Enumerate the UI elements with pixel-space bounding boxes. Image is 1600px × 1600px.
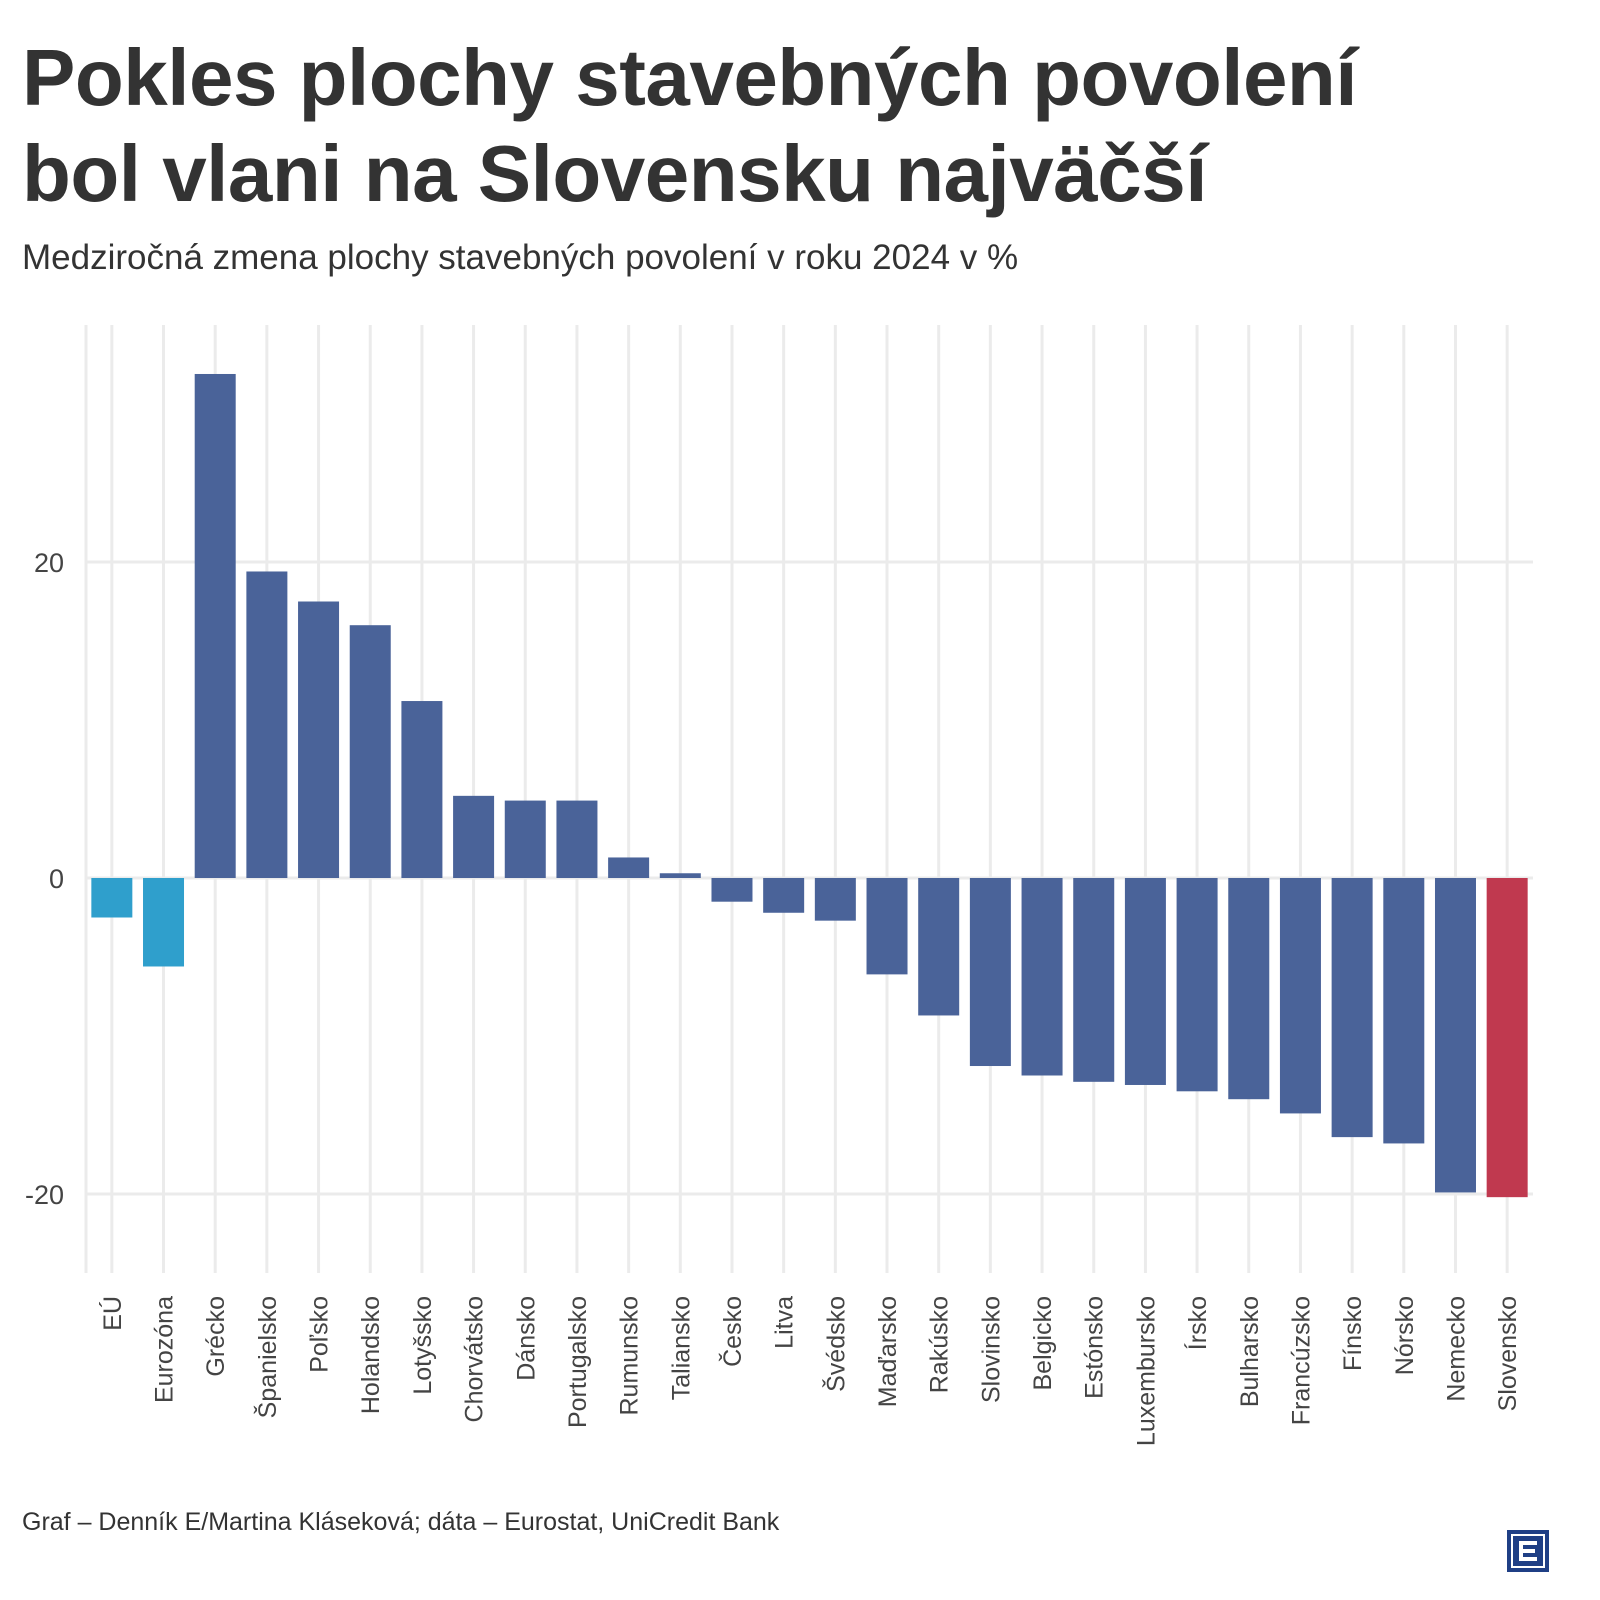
- bar-Eurozóna: [143, 878, 185, 967]
- bar-Španielsko: [246, 571, 288, 878]
- bar-Slovinsko: [969, 878, 1011, 1067]
- x-tick-label: Grécko: [202, 1296, 230, 1377]
- chart-title: Pokles plochy stavebných povolení bol vl…: [22, 30, 1358, 222]
- bar-Grécko: [194, 373, 236, 878]
- x-tick-label: Nórsko: [1391, 1296, 1419, 1375]
- y-tick-label: 0: [49, 864, 64, 894]
- bar-Chorvátsko: [453, 795, 495, 878]
- x-tick-label: Holandsko: [357, 1296, 385, 1414]
- x-tick-label: Portugalsko: [564, 1296, 592, 1428]
- bar-Rakúsko: [918, 878, 960, 1016]
- x-tick-label: Poľsko: [306, 1296, 334, 1373]
- bar-Maďarsko: [866, 878, 908, 975]
- bar-Lotyšsko: [401, 701, 443, 878]
- x-tick-label: Chorvátsko: [461, 1296, 489, 1422]
- bar-Francúzsko: [1279, 878, 1321, 1114]
- bar-Holandsko: [349, 625, 391, 878]
- bar-Luxembursko: [1124, 878, 1166, 1085]
- x-tick-label: Belgicko: [1029, 1296, 1057, 1391]
- x-tick-label: EÚ: [98, 1296, 127, 1331]
- y-tick-label: 20: [34, 548, 64, 578]
- x-tick-label: Taliansko: [667, 1296, 695, 1400]
- bar-chart: -20 0 20 EÚ Eurozóna Grécko Španielsko Poľsko Ho…: [25, 325, 1533, 1446]
- bar-Nórsko: [1383, 878, 1425, 1144]
- title-line-2: bol vlani na Slovensku najväčší: [22, 129, 1207, 218]
- x-tick-label: Rumunsko: [616, 1296, 644, 1416]
- x-tick-label: Írsko: [1183, 1296, 1212, 1350]
- x-tick-label: Francúzsko: [1287, 1296, 1315, 1425]
- bar-EÚ: [91, 878, 133, 918]
- x-tick-label: Litva: [771, 1296, 799, 1349]
- bar-Írsko: [1176, 878, 1218, 1092]
- bar-Taliansko: [659, 873, 701, 878]
- x-tick-label: Rakúsko: [926, 1296, 954, 1393]
- x-tick-label: Eurozóna: [151, 1296, 179, 1403]
- x-tick-label: Španielsko: [253, 1296, 282, 1418]
- x-tick-label: Švédsko: [821, 1296, 850, 1392]
- denník-e-logo: [1507, 1530, 1549, 1572]
- x-tick-label: Česko: [718, 1296, 747, 1367]
- x-tick-label: Estónsko: [1081, 1296, 1109, 1399]
- x-tick-label: Maďarsko: [874, 1296, 902, 1407]
- bar-Portugalsko: [556, 800, 598, 878]
- x-tick-label: Slovensko: [1494, 1296, 1522, 1411]
- bar-Estónsko: [1073, 878, 1115, 1082]
- y-tick-label: -20: [25, 1180, 64, 1210]
- x-tick-label: Dánsko: [512, 1296, 540, 1381]
- x-tick-label: Slovinsko: [977, 1296, 1005, 1403]
- bar-Rumunsko: [608, 857, 650, 878]
- source-credit: Graf – Denník E/Martina Kláseková; dáta …: [22, 1508, 780, 1536]
- bar-Slovensko: [1486, 878, 1528, 1198]
- bar-Nemecko: [1434, 878, 1476, 1193]
- x-tick-label: Lotyšsko: [409, 1296, 437, 1395]
- bar-Fínsko: [1331, 878, 1373, 1138]
- x-tick-label: Nemecko: [1442, 1296, 1470, 1402]
- bar-Švédsko: [814, 878, 856, 921]
- bar-Litva: [763, 878, 805, 913]
- bar-Dánsko: [504, 800, 546, 878]
- bar-Česko: [711, 878, 753, 902]
- title-line-1: Pokles plochy stavebných povolení: [22, 33, 1358, 122]
- x-tick-label: Fínsko: [1339, 1296, 1367, 1371]
- x-tick-label: Luxembursko: [1132, 1296, 1160, 1446]
- bar-Bulharsko: [1228, 878, 1270, 1100]
- chart-subtitle: Medziročná zmena plochy stavebných povol…: [22, 238, 1019, 277]
- x-tick-label: Bulharsko: [1236, 1296, 1264, 1407]
- bar-Belgicko: [1021, 878, 1063, 1076]
- bar-Poľsko: [298, 601, 340, 878]
